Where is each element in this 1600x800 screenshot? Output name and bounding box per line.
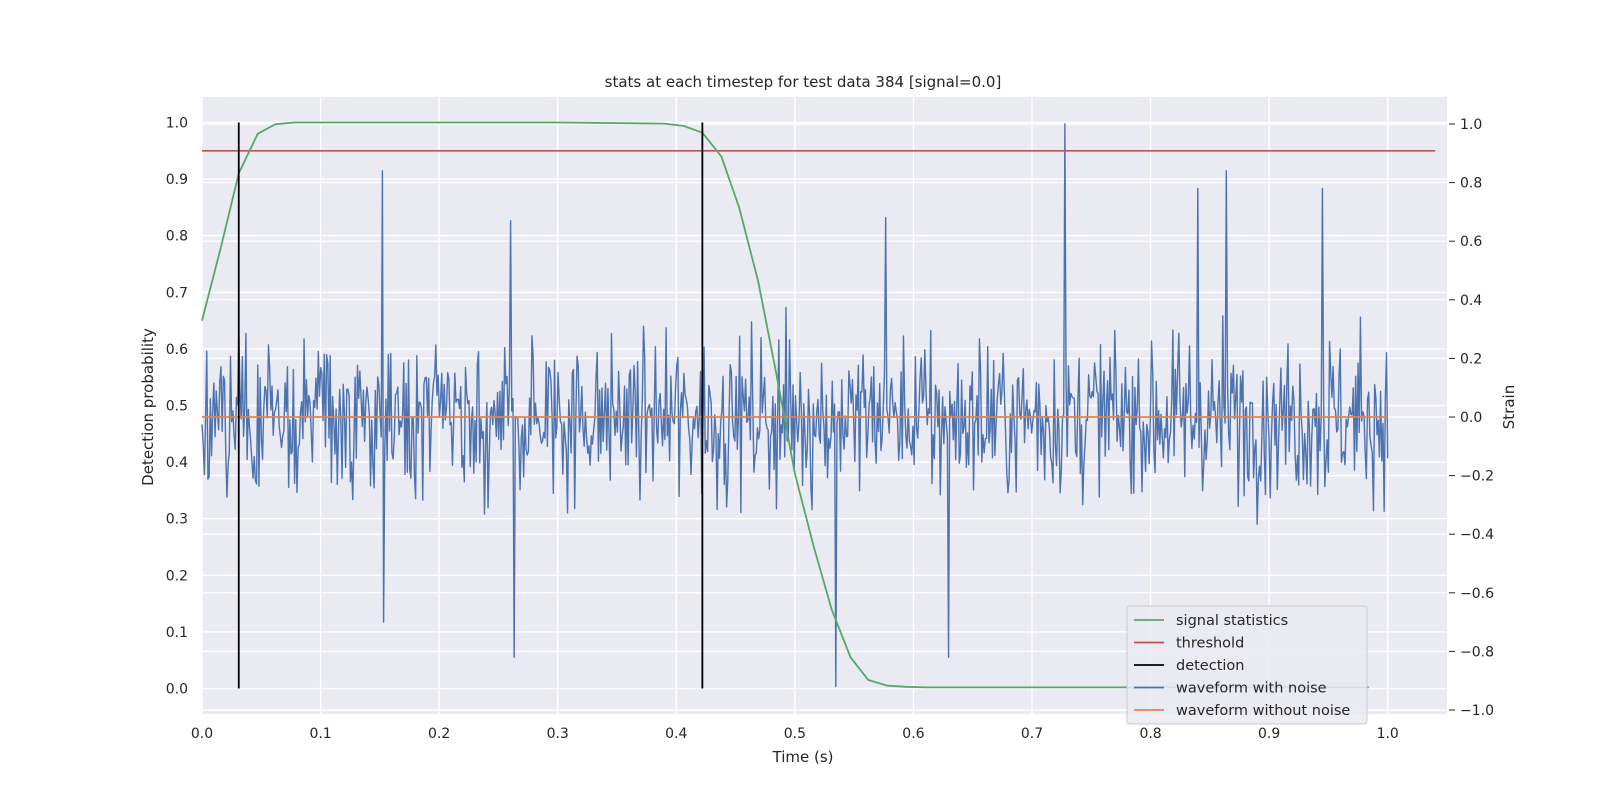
x-tick-label: 0.2 — [428, 726, 450, 742]
legend-label: detection — [1176, 658, 1244, 674]
y-right-tick-label: −0.2 — [1460, 469, 1494, 485]
y-right-tick-label: 1.0 — [1460, 117, 1482, 133]
y-left-tick-label: 0.3 — [166, 512, 188, 528]
y-right-tick-label: −1.0 — [1460, 703, 1494, 719]
x-tick-label: 1.0 — [1377, 726, 1399, 742]
y-right-tick-label: 0.8 — [1460, 176, 1482, 192]
y-left-tick-label: 0.1 — [166, 625, 188, 641]
y-left-tick-label: 1.0 — [166, 115, 188, 131]
y-left-tick-label: 0.8 — [166, 229, 188, 245]
legend-label: waveform with noise — [1176, 681, 1327, 697]
y-right-tick-label: 0.0 — [1460, 410, 1482, 426]
legend-label: signal statistics — [1176, 613, 1288, 629]
y-left-tick-label: 0.5 — [166, 399, 188, 415]
x-tick-label: 0.5 — [784, 726, 806, 742]
y-axis-label-right: Strain — [1500, 385, 1518, 429]
x-tick-label: 0.6 — [902, 726, 924, 742]
y-right-tick-label: −0.6 — [1460, 586, 1494, 602]
x-tick-label: 0.9 — [1258, 726, 1280, 742]
x-tick-label: 0.4 — [665, 726, 687, 742]
series-signal-statistics — [201, 121, 1369, 689]
y-left-tick-label: 0.7 — [166, 285, 188, 301]
tick-layer: 0.0 0.1 0.2 0.3 0.4 0.5 0.6 0.7 0.8 0.9 1.0 0.0 0.1 0… — [166, 115, 1494, 742]
y-right-tick-label: 0.6 — [1460, 234, 1482, 250]
x-axis-label: Time (s) — [772, 748, 834, 766]
x-tick-label: 0.1 — [309, 726, 331, 742]
x-tick-label: 0.0 — [191, 726, 213, 742]
y-right-tick-label: 0.4 — [1460, 293, 1482, 309]
chart-title: stats at each timestep for test data 384… — [605, 73, 1002, 91]
y-right-tick-label: 0.2 — [1460, 351, 1482, 367]
legend-label: waveform without noise — [1176, 703, 1350, 719]
x-tick-label: 0.7 — [1021, 726, 1043, 742]
y-right-tick-label: −0.4 — [1460, 527, 1494, 543]
legend-label: threshold — [1176, 636, 1244, 652]
y-left-tick-label: 0.6 — [166, 342, 188, 358]
x-tick-label: 0.8 — [1139, 726, 1161, 742]
legend: signal statistics threshold detection wavef… — [1126, 605, 1368, 725]
legend-box — [1126, 605, 1368, 725]
y-right-tick-label: −0.8 — [1460, 644, 1494, 660]
y-axis-label-left: Detection probability — [139, 328, 157, 486]
x-tick-label: 0.3 — [547, 726, 569, 742]
y-left-tick-label: 0.4 — [166, 455, 188, 471]
series-waveform-with-noise — [201, 123, 1389, 688]
y-left-tick-label: 0.9 — [166, 172, 188, 188]
series-layer — [201, 121, 1436, 689]
y-left-tick-label: 0.2 — [166, 568, 188, 584]
y-left-tick-label: 0.0 — [166, 682, 188, 698]
